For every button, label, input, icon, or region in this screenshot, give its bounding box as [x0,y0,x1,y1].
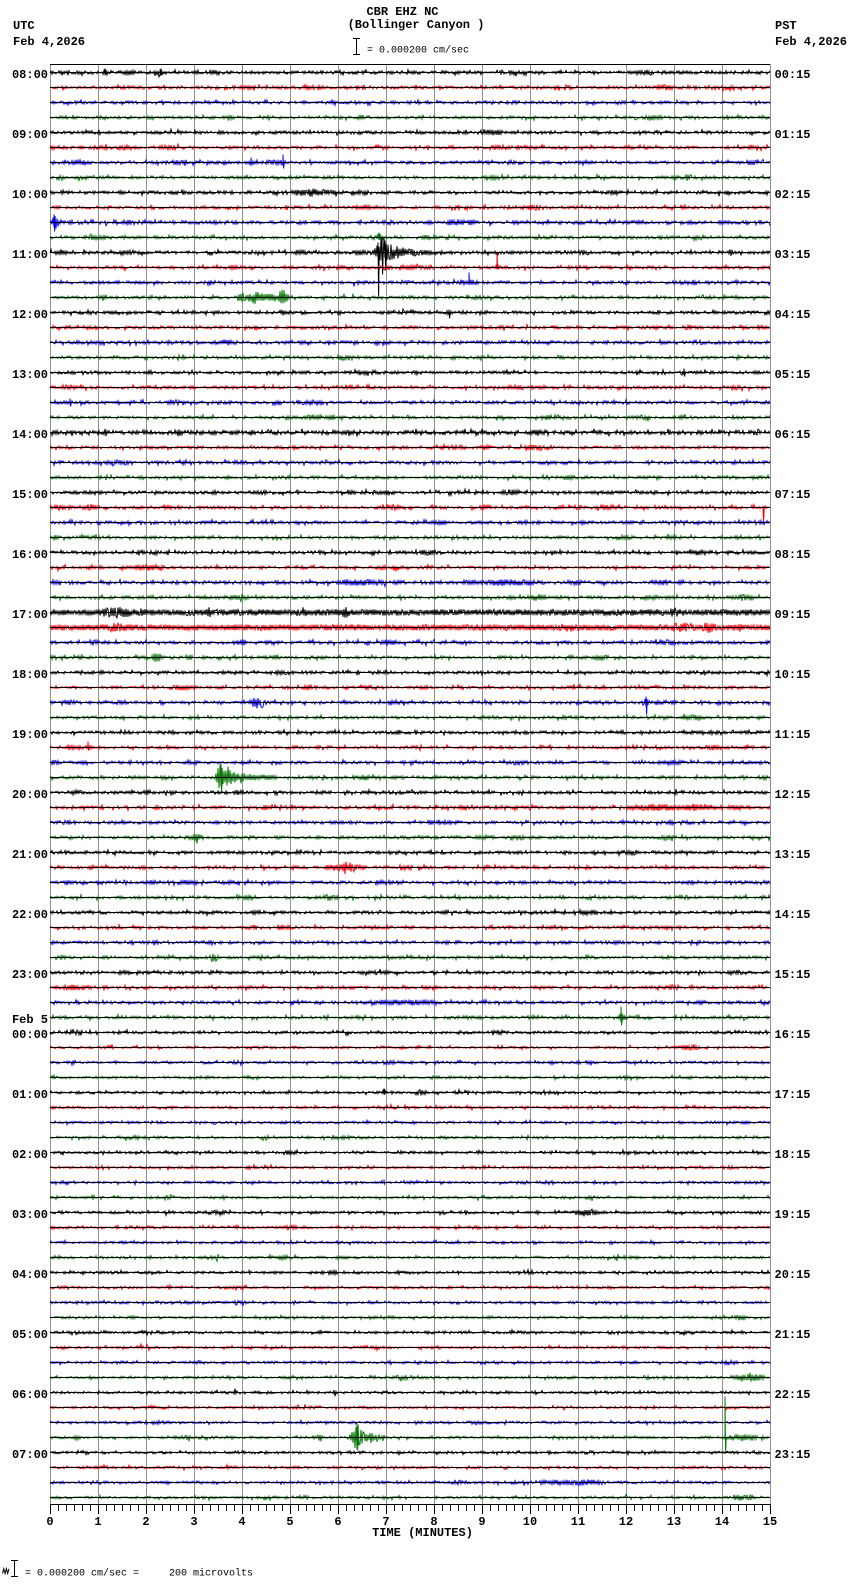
svg-text:0: 0 [46,1515,53,1529]
svg-text:15:15: 15:15 [775,968,811,982]
svg-text:9: 9 [478,1515,485,1529]
svg-text:17:00: 17:00 [12,608,48,622]
svg-text:02:15: 02:15 [775,188,811,202]
svg-text:03:00: 03:00 [12,1208,48,1222]
svg-text:200 microvolts: 200 microvolts [169,1568,253,1580]
svg-text:4: 4 [238,1515,245,1529]
svg-text:01:00: 01:00 [12,1088,48,1102]
svg-text:13:00: 13:00 [12,368,48,382]
svg-text:12:00: 12:00 [12,308,48,322]
svg-text:20:00: 20:00 [12,788,48,802]
svg-text:12: 12 [619,1515,633,1529]
svg-text:17:15: 17:15 [775,1088,811,1102]
svg-text:08:15: 08:15 [775,548,811,562]
svg-text:05:00: 05:00 [12,1328,48,1342]
svg-text:10:15: 10:15 [775,668,811,682]
svg-text:8: 8 [430,1515,437,1529]
svg-text:11:15: 11:15 [775,728,811,742]
svg-text:00:00: 00:00 [12,1028,48,1042]
svg-text:08:00: 08:00 [12,68,48,82]
svg-text:6: 6 [334,1515,341,1529]
svg-text:(Bollinger Canyon ): (Bollinger Canyon ) [348,18,485,32]
svg-text:= 0.000200 cm/sec =: = 0.000200 cm/sec = [25,1568,139,1580]
svg-text:CBR EHZ NC: CBR EHZ NC [366,5,438,19]
svg-text:15: 15 [763,1515,777,1529]
svg-text:11: 11 [571,1515,585,1529]
svg-text:02:00: 02:00 [12,1148,48,1162]
svg-text:14: 14 [715,1515,729,1529]
svg-text:5: 5 [286,1515,293,1529]
svg-text:23:00: 23:00 [12,968,48,982]
svg-text:= 0.000200 cm/sec: = 0.000200 cm/sec [367,45,469,57]
svg-text:15:00: 15:00 [12,488,48,502]
svg-text:16:15: 16:15 [775,1028,811,1042]
svg-text:1: 1 [94,1515,101,1529]
svg-text:UTC: UTC [13,19,35,33]
svg-text:00:15: 00:15 [775,68,811,82]
svg-text:01:15: 01:15 [775,128,811,142]
svg-text:13:15: 13:15 [775,848,811,862]
svg-text:18:15: 18:15 [775,1148,811,1162]
svg-text:Feb 4,2026: Feb 4,2026 [775,35,847,49]
svg-text:23:15: 23:15 [775,1448,811,1462]
svg-text:14:15: 14:15 [775,908,811,922]
svg-text:19:00: 19:00 [12,728,48,742]
svg-text:09:00: 09:00 [12,128,48,142]
svg-text:Feb 5: Feb 5 [12,1013,48,1027]
svg-text:20:15: 20:15 [775,1268,811,1282]
svg-text:21:15: 21:15 [775,1328,811,1342]
svg-text:04:00: 04:00 [12,1268,48,1282]
svg-text:19:15: 19:15 [775,1208,811,1222]
svg-text:16:00: 16:00 [12,548,48,562]
svg-text:07:00: 07:00 [12,1448,48,1462]
svg-text:07:15: 07:15 [775,488,811,502]
svg-text:06:00: 06:00 [12,1388,48,1402]
svg-text:10:00: 10:00 [12,188,48,202]
svg-text:10: 10 [523,1515,537,1529]
svg-text:13: 13 [667,1515,681,1529]
svg-text:18:00: 18:00 [12,668,48,682]
svg-text:22:15: 22:15 [775,1388,811,1402]
svg-text:04:15: 04:15 [775,308,811,322]
svg-text:03:15: 03:15 [775,248,811,262]
svg-text:21:00: 21:00 [12,848,48,862]
svg-text:PST: PST [775,19,797,33]
svg-text:Feb 4,2026: Feb 4,2026 [13,35,85,49]
svg-text:12:15: 12:15 [775,788,811,802]
svg-text:2: 2 [142,1515,149,1529]
svg-text:11:00: 11:00 [12,248,48,262]
svg-text:14:00: 14:00 [12,428,48,442]
svg-text:05:15: 05:15 [775,368,811,382]
svg-text:09:15: 09:15 [775,608,811,622]
svg-text:22:00: 22:00 [12,908,48,922]
svg-text:TIME (MINUTES): TIME (MINUTES) [372,1526,473,1540]
svg-text:3: 3 [190,1515,197,1529]
svg-text:7: 7 [382,1515,389,1529]
svg-text:06:15: 06:15 [775,428,811,442]
